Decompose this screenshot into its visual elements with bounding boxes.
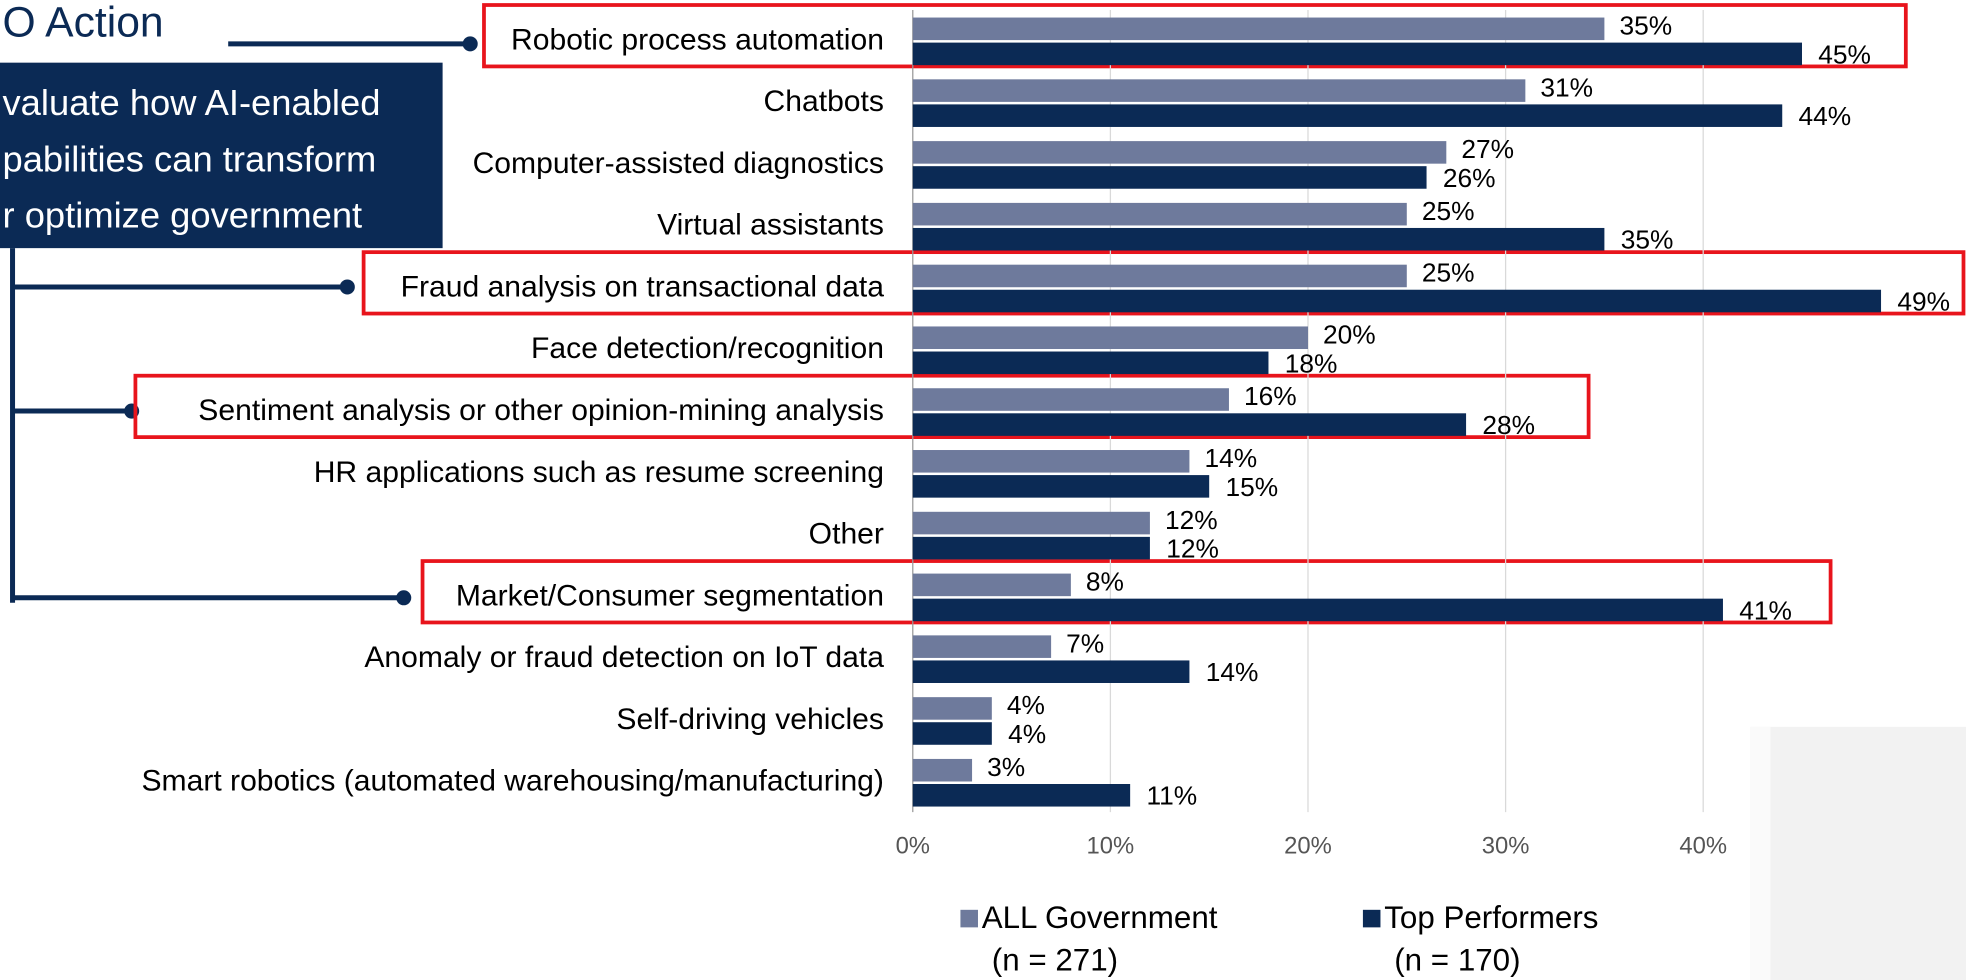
slide-title: O Action (3, 0, 164, 46)
callout-box (0, 62, 443, 249)
bar (912, 511, 1150, 535)
highlight-box (420, 559, 1833, 625)
bar (912, 42, 1802, 66)
x-tick-label: 30% (1482, 832, 1530, 859)
bar (912, 573, 1071, 597)
value-label: 31% (1540, 72, 1593, 102)
value-label: 18% (1285, 348, 1338, 378)
highlight-box (482, 3, 1908, 69)
category-label: Market/Consumer segmentation (456, 579, 884, 612)
category-label: Anomaly or fraud detection on IoT data (364, 641, 884, 674)
value-label: 4% (1008, 719, 1046, 749)
value-label: 28% (1482, 410, 1535, 440)
value-label: 27% (1461, 134, 1514, 164)
category-label: Smart robotics (automated warehousing/ma… (141, 765, 883, 798)
bar (912, 475, 1210, 498)
category-label: Fraud analysis on transactional data (401, 270, 885, 303)
value-label: 25% (1422, 258, 1475, 288)
bar (912, 413, 1467, 436)
bar (912, 17, 1605, 41)
bar (912, 326, 1308, 350)
value-label: 8% (1086, 567, 1124, 597)
value-label: 26% (1443, 163, 1496, 193)
value-label: 25% (1422, 196, 1475, 226)
value-label: 12% (1165, 505, 1218, 535)
bar (912, 660, 1190, 683)
bar (912, 722, 992, 745)
value-label: 49% (1897, 286, 1950, 316)
overlay-panel (1750, 726, 1966, 980)
x-tick-label: 0% (896, 832, 930, 859)
legend-swatch (1362, 909, 1381, 928)
overlay-edge (1750, 726, 1771, 980)
connector-dot (396, 590, 412, 606)
legend-swatch (960, 909, 978, 928)
category-label: HR applications such as resume screening (314, 456, 884, 489)
bar (912, 166, 1427, 189)
category-label: Virtual assistants (657, 209, 884, 242)
legend-sample: (n = 170) (1394, 943, 1520, 978)
value-label: 12% (1166, 534, 1219, 564)
bar (912, 289, 1882, 313)
connector-dot (339, 279, 355, 295)
legend-sample: (n = 271) (992, 943, 1118, 978)
value-label: 7% (1066, 628, 1104, 658)
bar (912, 450, 1190, 473)
bar (912, 227, 1605, 251)
bar (912, 598, 1723, 622)
legend-label: Top Performers (1384, 900, 1598, 935)
bar (912, 104, 1783, 127)
value-label: 3% (987, 752, 1025, 782)
highlight-box (361, 250, 1966, 316)
bar (912, 635, 1052, 658)
category-label: Sentiment analysis or other opinion-mini… (198, 394, 884, 427)
bar (912, 758, 973, 782)
bar (912, 79, 1526, 102)
bar (912, 697, 992, 720)
bar (912, 264, 1407, 288)
legend-label: ALL Government (982, 900, 1218, 935)
value-label: 16% (1244, 381, 1297, 411)
value-label: 14% (1204, 443, 1257, 473)
bar (912, 783, 1131, 807)
value-label: 4% (1007, 690, 1045, 720)
value-label: 45% (1818, 39, 1871, 69)
value-label: 35% (1621, 225, 1674, 255)
x-tick-label: 20% (1284, 832, 1332, 859)
callout-text: valuate how AI-enabled (3, 82, 381, 123)
value-label: 11% (1146, 781, 1197, 811)
value-label: 41% (1739, 595, 1792, 625)
category-label: Robotic process automation (511, 23, 884, 56)
bar (912, 388, 1229, 411)
value-label: 35% (1619, 11, 1672, 41)
bar (912, 141, 1447, 164)
bar (912, 536, 1150, 560)
highlight-box (133, 373, 1591, 439)
category-label: Face detection/recognition (531, 332, 884, 365)
value-label: 20% (1323, 319, 1376, 349)
callout-text: pabilities can transform (3, 138, 377, 179)
value-label: 44% (1799, 101, 1852, 131)
category-label: Other (809, 518, 884, 551)
value-label: 14% (1206, 657, 1259, 687)
x-tick-label: 10% (1087, 832, 1135, 859)
category-label: Computer-assisted diagnostics (473, 147, 884, 180)
value-label: 15% (1225, 472, 1278, 502)
bar (912, 202, 1407, 226)
bar (912, 351, 1269, 375)
connector-dot (462, 36, 478, 52)
category-label: Chatbots (764, 85, 884, 118)
callout-text: r optimize government (3, 195, 363, 236)
category-label: Self-driving vehicles (616, 703, 884, 736)
x-tick-label: 40% (1679, 832, 1727, 859)
